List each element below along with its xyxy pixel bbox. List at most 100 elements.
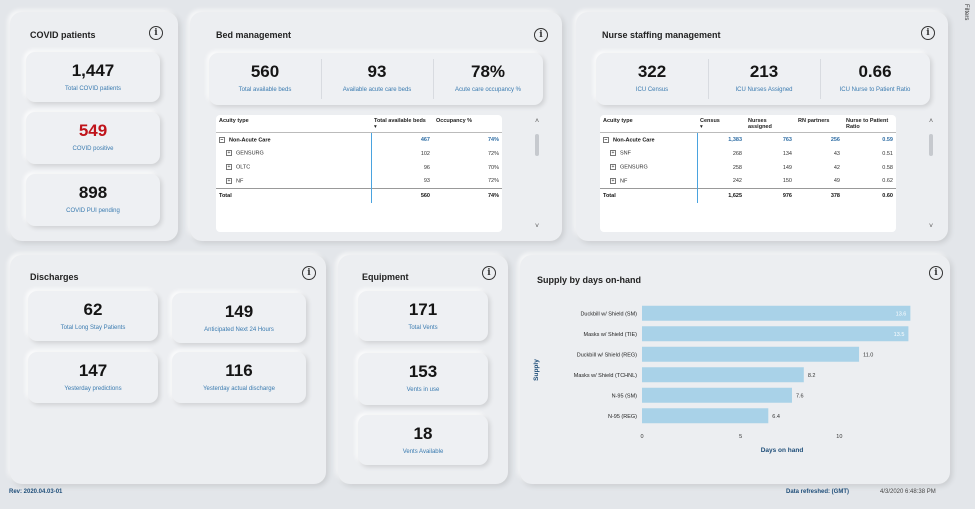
table-row[interactable]: + OLTC 96 70% bbox=[216, 160, 502, 175]
cell-ratio: 0.59 bbox=[882, 136, 893, 143]
cell-nurses: 134 bbox=[782, 150, 792, 157]
table-row[interactable]: − Non-Acute Care 467 74% bbox=[216, 132, 502, 147]
supply-bar[interactable] bbox=[642, 387, 792, 403]
category-label: N-95 (REG) bbox=[608, 414, 637, 420]
supply-bar[interactable] bbox=[642, 305, 911, 321]
kpi-value: 116 bbox=[225, 361, 253, 380]
scroll-up-icon[interactable]: ˄ bbox=[534, 118, 540, 125]
row-label: Non-Acute Care bbox=[229, 136, 271, 143]
data-refreshed-label: Data refreshed: (GMT) bbox=[786, 489, 850, 495]
expand-icon[interactable]: + bbox=[610, 150, 616, 157]
expand-icon[interactable]: + bbox=[610, 178, 616, 185]
col-header-occupancy[interactable]: Occupancy % bbox=[433, 115, 502, 133]
supply-bar[interactable] bbox=[642, 346, 860, 362]
kpi-value: 147 bbox=[78, 361, 108, 380]
expand-icon[interactable]: + bbox=[226, 164, 232, 171]
table-scrollbar[interactable]: ˄ ˅ bbox=[927, 118, 935, 230]
covid-patients-panel: COVID patients i 1,447 Total COVID patie… bbox=[10, 12, 178, 241]
scroll-thumb[interactable] bbox=[929, 134, 933, 156]
category-label: Masks w/ Shield (TIE) bbox=[584, 332, 638, 338]
sort-desc-icon[interactable]: ▾ bbox=[374, 124, 377, 130]
expand-icon[interactable]: + bbox=[226, 150, 232, 157]
table-row[interactable]: − Non-Acute Care 1,383 763 256 0.59 bbox=[600, 132, 896, 147]
col-header-nurse-ratio[interactable]: Nurse to Patient Ratio bbox=[843, 115, 896, 133]
cell-census: 242 bbox=[696, 174, 745, 189]
scroll-up-icon[interactable]: ˄ bbox=[928, 118, 934, 125]
cell-occupancy: 70% bbox=[487, 164, 499, 171]
sort-desc-icon[interactable]: ▾ bbox=[700, 124, 703, 130]
row-label: SNF bbox=[620, 150, 631, 157]
kpi-card-covid-positive: 549 COVID positive bbox=[26, 112, 160, 164]
col-header-nurses-assigned[interactable]: Nurses assigned bbox=[745, 115, 795, 133]
scroll-down-icon[interactable]: ˅ bbox=[534, 223, 540, 230]
kpi-value: 62 bbox=[83, 300, 103, 319]
supply-bar[interactable] bbox=[642, 326, 909, 342]
row-label: NF bbox=[236, 178, 244, 185]
table-total-row: Total 560 74% bbox=[216, 188, 502, 203]
kpi-label: COVID PUI pending bbox=[66, 208, 120, 214]
data-label: 6.4 bbox=[772, 414, 780, 420]
kpi-label: Yesterday actual discharge bbox=[203, 386, 275, 392]
data-label: 11.0 bbox=[863, 352, 873, 358]
category-label: N-95 (SM) bbox=[612, 393, 638, 399]
table-row[interactable]: + GENSURG 258 149 42 0.58 bbox=[600, 160, 896, 175]
supply-bar[interactable] bbox=[642, 367, 804, 383]
total-beds: 560 bbox=[370, 188, 433, 203]
equipment-panel-title: Equipment bbox=[362, 272, 409, 282]
cell-nurses: 763 bbox=[782, 136, 792, 143]
info-icon[interactable]: i bbox=[149, 26, 163, 40]
kpi-value: 78% bbox=[470, 62, 506, 81]
row-label: Non-Acute Care bbox=[613, 136, 655, 143]
scroll-down-icon[interactable]: ˅ bbox=[928, 223, 934, 230]
kpi-card-yesterday-actual: 116 Yesterday actual discharge bbox=[172, 352, 306, 403]
col-header-rn-partners[interactable]: RN partners bbox=[795, 115, 843, 133]
nurse-panel-title: Nurse staffing management bbox=[602, 30, 721, 40]
info-icon[interactable]: i bbox=[302, 266, 316, 280]
table-row[interactable]: + GENSURG 102 72% bbox=[216, 146, 502, 161]
kpi-card-covid-pui: 898 COVID PUI pending bbox=[26, 174, 160, 226]
total-rn: 378 bbox=[795, 188, 843, 203]
expand-icon[interactable]: + bbox=[610, 164, 616, 171]
supply-bar[interactable] bbox=[642, 408, 769, 424]
expand-icon[interactable]: + bbox=[226, 178, 232, 185]
kpi-card-yesterday-predictions: 147 Yesterday predictions bbox=[28, 352, 158, 403]
collapse-icon[interactable]: − bbox=[219, 136, 225, 143]
revision-label: Rev: 2020.04.03-01 bbox=[9, 489, 63, 495]
filters-pane-tab[interactable]: Filters bbox=[961, 0, 975, 60]
col-header-census[interactable]: Census ▾ bbox=[697, 115, 745, 133]
kpi-label: Acute care occupancy % bbox=[454, 87, 522, 93]
kpi-value: 93 bbox=[367, 62, 387, 81]
kpi-label: Available acute care beds bbox=[342, 87, 412, 93]
info-icon[interactable]: i bbox=[482, 266, 496, 280]
kpi-label: Vents Available bbox=[402, 449, 444, 455]
kpi-label: Vents in use bbox=[406, 387, 440, 393]
row-label: GENSURG bbox=[236, 150, 264, 157]
info-icon[interactable]: i bbox=[534, 28, 548, 42]
scroll-thumb[interactable] bbox=[535, 134, 539, 156]
discharges-panel-title: Discharges bbox=[30, 272, 79, 282]
total-ratio: 0.60 bbox=[843, 188, 896, 203]
kpi-label: ICU Nurses Assigned bbox=[735, 87, 793, 93]
col-header-total-beds[interactable]: Total available beds ▾ bbox=[371, 115, 433, 133]
data-label: 13.6 bbox=[896, 311, 907, 317]
table-scrollbar[interactable]: ˄ ˅ bbox=[533, 118, 541, 230]
kpi-value: 0.66 bbox=[858, 62, 892, 81]
col-header-acuity[interactable]: Acuity type bbox=[600, 115, 697, 133]
table-row[interactable]: + NF 93 72% bbox=[216, 174, 502, 189]
supply-panel: Supply by days on-hand i Duckbill w/ Shi… bbox=[520, 255, 950, 484]
info-icon[interactable]: i bbox=[929, 266, 943, 280]
kpi-label: Yesterday predictions bbox=[64, 386, 122, 392]
category-label: Masks w/ Shield (TCHNL) bbox=[574, 373, 637, 379]
kpi-label: ICU Nurse to Patient Ratio bbox=[839, 87, 911, 93]
kpi-label: COVID positive bbox=[72, 146, 114, 152]
kpi-value: 549 bbox=[78, 121, 108, 140]
table-row[interactable]: + SNF 268 134 43 0.51 bbox=[600, 146, 896, 161]
cell-ratio: 0.51 bbox=[882, 150, 893, 157]
data-refreshed-timestamp: 4/3/2020 6:48:38 PM bbox=[880, 489, 936, 495]
info-icon[interactable]: i bbox=[921, 26, 935, 40]
cell-census: 258 bbox=[696, 160, 745, 175]
table-row[interactable]: + NF 242 150 49 0.62 bbox=[600, 174, 896, 189]
collapse-icon[interactable]: − bbox=[603, 136, 609, 143]
supply-panel-title: Supply by days on-hand bbox=[537, 275, 642, 285]
col-header-acuity[interactable]: Acuity type bbox=[216, 115, 371, 133]
